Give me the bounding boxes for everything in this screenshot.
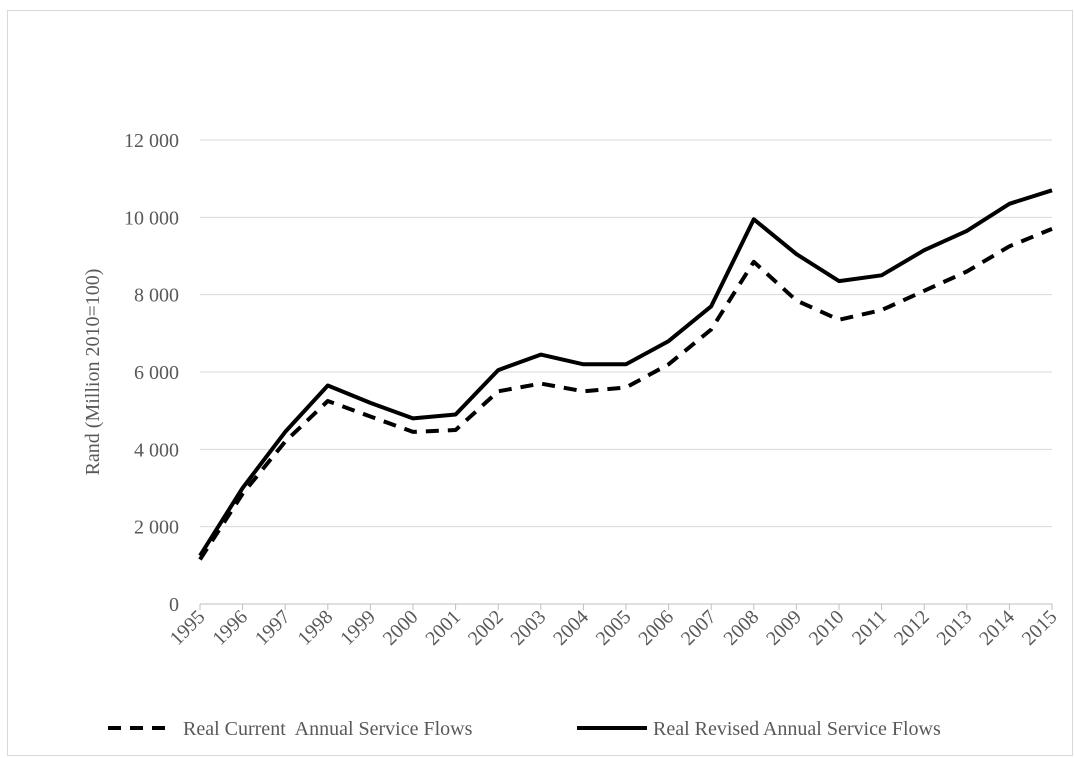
y-tick-label: 6 000 <box>134 362 179 384</box>
y-tick-label: 12 000 <box>124 130 179 152</box>
x-tick-label: 2001 <box>421 606 465 650</box>
x-tick-label: 1998 <box>293 606 337 650</box>
x-tick-label: 1996 <box>208 606 252 650</box>
y-tick-label: 8 000 <box>134 285 179 307</box>
x-tick-label: 2012 <box>890 606 934 650</box>
x-tick-label: 2005 <box>592 606 636 650</box>
x-tick-label: 2002 <box>464 606 508 650</box>
series-line-current <box>198 227 1053 561</box>
y-tick-label: 0 <box>169 594 179 616</box>
x-tick-label: 2000 <box>379 606 423 650</box>
x-tick-label: 1999 <box>336 606 380 650</box>
x-tick-label: 2006 <box>634 606 678 650</box>
x-tick-label: 2009 <box>762 606 806 650</box>
y-tick-labels: 0 2 000 4 000 6 000 8 000 10 000 12 000 <box>124 130 179 616</box>
x-tick-label: 2003 <box>506 606 550 650</box>
legend: Real Current Annual Service Flows Real Re… <box>108 718 941 740</box>
x-tick-label: 2014 <box>975 606 1019 650</box>
x-tick-label: 2011 <box>848 606 891 649</box>
series-lines <box>198 188 1053 561</box>
y-tick-label: 2 000 <box>134 517 179 539</box>
y-axis-title: Rand (Million 2010=100) <box>82 269 104 476</box>
x-tick-label: 2010 <box>805 606 849 650</box>
chart-frame <box>7 10 1073 756</box>
legend-label-revised: Real Revised Annual Service Flows <box>653 718 941 740</box>
x-tick-labels: 1995199619971998199920002001200220032004… <box>166 606 1062 650</box>
x-tick-label: 2008 <box>719 606 763 650</box>
y-tick-label: 4 000 <box>134 439 179 461</box>
x-axis <box>199 603 1053 610</box>
x-tick-label: 2004 <box>549 606 593 650</box>
legend-label-current: Real Current Annual Service Flows <box>183 718 473 740</box>
gridlines <box>200 139 1052 528</box>
x-tick-label: 2013 <box>932 606 976 650</box>
y-tick-label: 10 000 <box>124 207 179 229</box>
x-tick-label: 2007 <box>677 606 721 650</box>
x-tick-label: 2015 <box>1018 606 1062 650</box>
series-line-revised <box>198 188 1053 557</box>
x-tick-label: 1997 <box>251 606 295 650</box>
